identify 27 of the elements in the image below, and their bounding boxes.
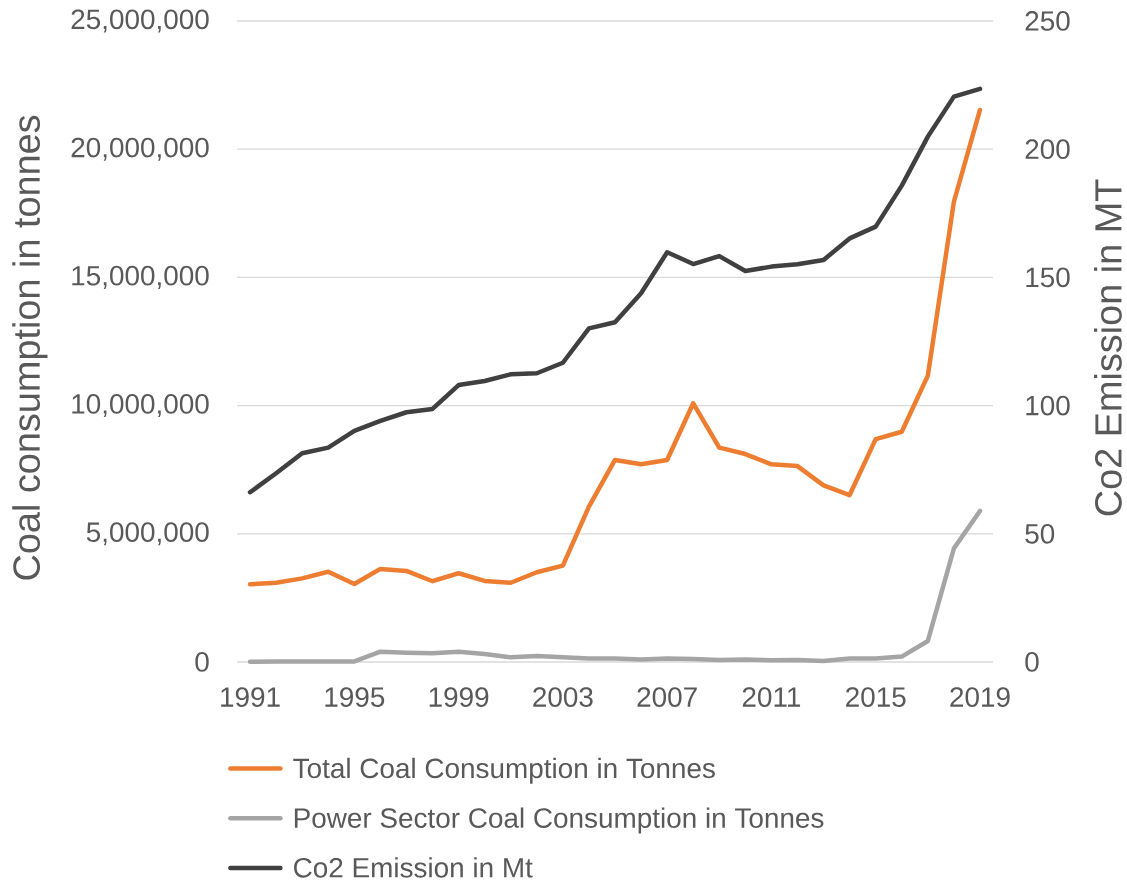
y2-tick-label: 0 (1025, 652, 1039, 672)
x-tick-label: 2019 (950, 687, 1010, 707)
x-tick-label: 2003 (533, 687, 593, 707)
line-series (247, 107, 983, 587)
y2-tick-label: 100 (1026, 395, 1070, 416)
y-tick-label: 5,000,000 (86, 522, 209, 546)
x-tick-label: 2015 (846, 687, 906, 707)
legend-label: Total Coal Consumption in Tonnes (293, 757, 715, 784)
y2-tick-label: 250 (1025, 11, 1070, 31)
y2-tick-label: 150 (1026, 267, 1070, 288)
x-tick-label: 1995 (325, 687, 385, 707)
y-tick-label: 0 (195, 652, 209, 672)
x-tick-label: 1999 (429, 687, 489, 707)
legend-label: Power Sector Coal Consumption in Tonnes (294, 807, 824, 834)
line-series (247, 86, 983, 495)
y-tick-label: 25,000,000 (71, 9, 209, 33)
x-tick-label: 2007 (637, 687, 697, 707)
y-tick-label: 10,000,000 (72, 394, 209, 418)
y2-tick-label: 50 (1025, 523, 1055, 544)
y2-axis-title: Co2 Emission in MT (1094, 179, 1122, 516)
y-tick-label: 20,000,000 (71, 137, 209, 161)
legend-label: Co2 Emission in Mt (294, 857, 533, 878)
y2-tick-label: 200 (1025, 139, 1070, 160)
x-tick-label: 1991 (221, 687, 280, 707)
y-tick-label: 15,000,000 (72, 265, 209, 289)
y-axis-title: Coal consumption in tonnes (12, 115, 48, 580)
x-tick-label: 2011 (742, 687, 801, 707)
